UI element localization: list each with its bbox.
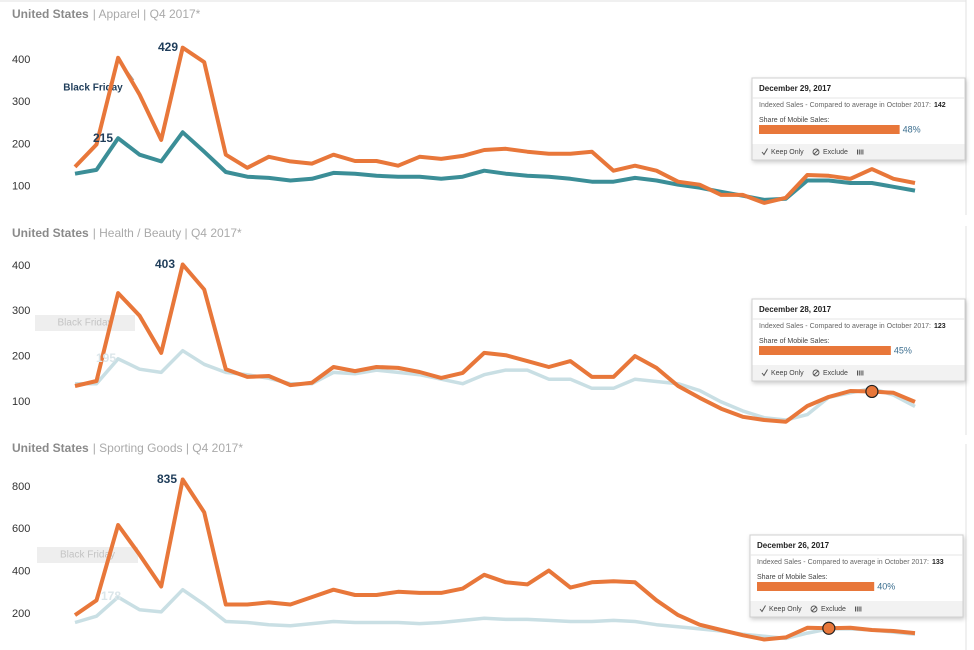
view-data-icon [860, 370, 862, 376]
y-tick-label: 400 [12, 566, 30, 578]
annotation: Black Friday [57, 318, 112, 329]
y-tick-label: 300 [12, 96, 30, 108]
tooltip: December 26, 2017 Indexed Sales - Compare… [749, 534, 964, 618]
exclude-icon [813, 149, 819, 155]
check-icon [759, 605, 766, 613]
view-data-icon [857, 149, 858, 155]
view-data-icon [857, 370, 858, 376]
chart-title: United States | Health / Beauty | Q4 2017… [12, 226, 242, 240]
exclude-icon [812, 148, 820, 156]
title-location: United States [12, 441, 89, 455]
chart-panel: United States | Sporting Goods | Q4 2017*… [12, 441, 964, 642]
title-detail: | Apparel | Q4 2017* [93, 7, 201, 21]
view-data-icon [862, 149, 864, 155]
annotation: Black Friday [63, 83, 123, 94]
y-tick-label: 800 [12, 481, 30, 493]
view-data-icon [860, 606, 862, 612]
series-line [73, 45, 916, 205]
annotation: Black Friday [60, 550, 115, 561]
tooltip-share-bar [759, 346, 891, 355]
tooltip-metric: Indexed Sales - Compared to average in O… [757, 559, 944, 566]
exclude-icon [812, 369, 820, 377]
annotation: 195 [96, 351, 116, 365]
title-detail: | Sporting Goods | Q4 2017* [93, 441, 244, 455]
tooltip-footer [750, 601, 963, 617]
tooltip-share-bar [757, 582, 875, 591]
tooltip-metric-label: Indexed Sales - Compared to average in O… [759, 102, 931, 109]
y-tick-label: 100 [12, 181, 30, 193]
chart-panel: United States | Apparel | Q4 2017* 100 200 3… [12, 7, 966, 205]
title-detail: | Health / Beauty | Q4 2017* [93, 226, 242, 240]
tooltip-footer [752, 365, 965, 381]
annotation: 215 [93, 131, 113, 145]
annotation-box [37, 547, 138, 563]
series-line [73, 477, 916, 642]
annotation: 835 [157, 472, 177, 486]
tooltip-metric-value: 133 [932, 559, 944, 566]
tooltip-share-value: 48% [903, 124, 921, 134]
y-tick-label: 400 [12, 260, 30, 272]
y-tick-label: 200 [12, 350, 30, 362]
keep-only-button[interactable]: Keep Only [771, 149, 804, 156]
view-data-icon [858, 606, 860, 612]
tooltip-metric-value: 123 [934, 323, 946, 330]
highlight-point [865, 384, 879, 399]
view-data-icon [860, 149, 862, 155]
y-tick-label: 200 [12, 608, 30, 620]
check-icon [761, 148, 768, 156]
series-line [75, 348, 916, 422]
y-tick-label: 200 [12, 138, 30, 150]
y-tick-label: 100 [12, 396, 30, 408]
tooltip-share-value: 45% [894, 345, 912, 355]
tooltip-metric-label: Indexed Sales - Compared to average in O… [759, 323, 931, 330]
tooltip-share-bar [759, 125, 900, 134]
tooltip: December 29, 2017 Indexed Sales - Compare… [751, 77, 966, 161]
tooltip-share-label: Share of Mobile Sales: [759, 117, 829, 124]
view-data-icon [858, 149, 860, 155]
y-tick-label: 600 [12, 523, 30, 535]
title-location: United States [12, 7, 89, 21]
annotation: 429 [158, 40, 178, 54]
tooltip: December 28, 2017 Indexed Sales - Compare… [751, 298, 966, 382]
chart-title: United States | Sporting Goods | Q4 2017* [12, 441, 243, 455]
exclude-icon [813, 370, 819, 376]
exclude-button[interactable]: Exclude [821, 606, 846, 613]
tooltip-date: December 28, 2017 [759, 305, 832, 314]
keep-only-button[interactable]: Keep Only [769, 606, 802, 613]
exclude-button[interactable]: Exclude [823, 149, 848, 156]
tooltip-metric-label: Indexed Sales - Compared to average in O… [757, 559, 929, 566]
annotation: 403 [155, 257, 175, 271]
chart-title: United States | Apparel | Q4 2017* [12, 7, 201, 21]
series-line [74, 262, 916, 424]
highlight-point [822, 621, 836, 635]
tooltip-share-label: Share of Mobile Sales: [757, 574, 827, 581]
tooltip-metric: Indexed Sales - Compared to average in O… [759, 102, 946, 109]
y-tick-label: 300 [12, 305, 30, 317]
exclude-icon [811, 606, 817, 612]
exclude-button[interactable]: Exclude [823, 370, 848, 377]
tooltip-footer [752, 144, 965, 160]
annotation: 178 [101, 589, 121, 603]
view-data-icon [862, 370, 864, 376]
keep-only-button[interactable]: Keep Only [771, 370, 804, 377]
exclude-icon [810, 605, 818, 613]
tooltip-share-value: 40% [877, 581, 895, 591]
chart-panel: United States | Health / Beauty | Q4 2017… [12, 226, 966, 424]
view-data-icon [858, 370, 860, 376]
view-data-icon [856, 606, 858, 612]
tooltip-date: December 26, 2017 [757, 541, 830, 550]
view-data-icon [855, 606, 856, 612]
y-tick-label: 400 [12, 54, 30, 66]
tooltip-date: December 29, 2017 [759, 84, 832, 93]
tooltip-metric-value: 142 [934, 102, 946, 109]
title-location: United States [12, 226, 89, 240]
tooltip-metric: Indexed Sales - Compared to average in O… [759, 323, 946, 330]
tooltip-share-label: Share of Mobile Sales: [759, 338, 829, 345]
check-icon [761, 369, 768, 377]
